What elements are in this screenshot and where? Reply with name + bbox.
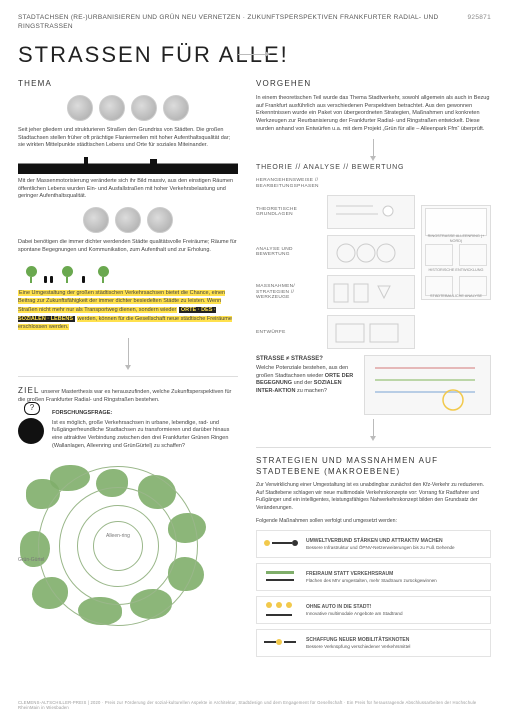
header-code: 925871 (468, 14, 492, 32)
ziel-label: ZIEL (18, 386, 40, 395)
circle-image-icon (131, 95, 157, 121)
strat-follow: Folgende Maßnahmen sollen verfolgt und u… (256, 518, 491, 525)
strategy-icon (262, 567, 300, 587)
arrow-down-icon (128, 338, 129, 366)
thema-label: THEMA (18, 79, 238, 90)
right-column: VORGEHEN In einem theoretischen Teil wur… (256, 79, 491, 662)
ziel-text: unserer Masterthesis war es herauszufind… (18, 389, 231, 403)
forschung-text: Ist es möglich, große Verkehrsachsen in … (52, 420, 238, 451)
strategy-text: UMWELTVERBUND STÄRKEN UND ATTRAKTIV MACH… (306, 538, 455, 551)
strasse-block: STRASSE ≠ STRASSE? Welche Potenziale bes… (256, 355, 356, 395)
strategy-row: SCHAFFUNG NEUER MOBILITÄTSKNOTENBessere … (256, 629, 491, 657)
strasse-q: STRASSE ≠ STRASSE? (256, 355, 356, 363)
tg-label-c: ANALYSE UND BEWERTUNG (256, 247, 321, 259)
thema-p2: Mit der Massenmotorisierung veränderte s… (18, 178, 238, 201)
silhouette-street-icon (18, 156, 238, 174)
circle-image-icon (99, 95, 125, 121)
map-label: Grün-Gürtel (18, 557, 44, 564)
map-label: Alleen-ring (106, 533, 130, 540)
footer-text: CLEMENS-ALTSCHILLER-PREIS | 2020 · Preis… (18, 700, 491, 711)
tg-label-b: THEORETISCHE GRUNDLAGEN (256, 207, 321, 219)
thema-image-circles-2 (18, 207, 238, 233)
strat-intro: Zur Verwirklichung einer Umgestaltung is… (256, 482, 491, 512)
circle-image-icon (67, 95, 93, 121)
thema-p1: Seit jeher gliedern und strukturieren St… (18, 127, 238, 150)
strategy-icon (262, 534, 300, 554)
header-title: STADTACHSEN (RE-)URBANISIEREN UND GRÜN N… (18, 14, 468, 32)
ziel-line: ZIEL unserer Masterthesis war es herausz… (18, 385, 238, 404)
highlight-para: Eine Umgestaltung der großen städtischen… (18, 289, 238, 332)
circle-image-icon (163, 95, 189, 121)
strategy-row: UMWELTVERBUND STÄRKEN UND ATTRAKTIV MACH… (256, 530, 491, 558)
tg-label-e: ENTWÜRFE (256, 330, 321, 336)
tg-box (327, 315, 415, 349)
page-header: STADTACHSEN (RE-)URBANISIEREN UND GRÜN N… (18, 14, 491, 32)
frankfurt-ring-map: Grün-Gürtel Alleen-ring (18, 461, 218, 631)
strasse-body: Welche Potenziale bestehen, aus den groß… (256, 365, 356, 395)
forschung-label: FORSCHUNGSFRAGE: (52, 410, 238, 417)
vorgehen-label: VORGEHEN (256, 79, 491, 90)
map3-label: STÄDTEBAULICHE ANALYSE (425, 294, 487, 299)
divider (18, 376, 238, 377)
left-column: THEMA Seit jeher gliedern und strukturie… (18, 79, 238, 662)
thinking-head-icon (18, 418, 44, 444)
vorgehen-text: In einem theoretischen Teil wurde das Th… (256, 95, 491, 133)
tree-people-icon (18, 261, 238, 283)
map2-label: HISTORISCHE ENTWICKLUNG (425, 268, 487, 273)
strategy-text: OHNE AUTO IN DIE STADT!Innovative multim… (306, 604, 403, 617)
analysis-diagram (364, 355, 491, 415)
forschung-row: FORSCHUNGSFRAGE: Ist es möglich, große V… (18, 410, 238, 450)
arrow-down-icon (373, 419, 374, 437)
strategy-row: FREIRAUM STATT VERKEHRSRAUMFlächen des M… (256, 563, 491, 591)
strategy-row: OHNE AUTO IN DIE STADT!Innovative multim… (256, 596, 491, 624)
map1-label: RINGSTRASSE ALLEENRING (+ NORD) (425, 234, 487, 244)
tg-box (327, 275, 415, 309)
tg-box (327, 235, 415, 269)
strategy-text: FREIRAUM STATT VERKEHRSRAUMFlächen des M… (306, 571, 437, 584)
theorie-grid: HERANGEHENSWEISE // BEARBEITUNGSPHASEN T… (256, 178, 491, 350)
strategy-icon (262, 633, 300, 653)
strategy-text: SCHAFFUNG NEUER MOBILITÄTSKNOTENBessere … (306, 637, 410, 650)
tg-label-a: HERANGEHENSWEISE // BEARBEITUNGSPHASEN (256, 178, 321, 190)
thema-image-circles (18, 95, 238, 121)
tg-maps: RINGSTRASSE ALLEENRING (+ NORD) HISTORIS… (421, 205, 491, 300)
thema-p3: Dabei benötigen die immer dichter werden… (18, 239, 238, 254)
divider (256, 447, 491, 448)
arrow-right-icon (238, 54, 266, 55)
map-ring (38, 466, 198, 626)
strategy-icon (262, 600, 300, 620)
circle-image-icon (147, 207, 173, 233)
theorie-label: THEORIE // ANALYSE // BEWERTUNG (256, 163, 491, 172)
strat-label: STRATEGIEN UND MASSNAHMEN AUF STADTEBENE… (256, 456, 491, 477)
circle-image-icon (83, 207, 109, 233)
tg-box (327, 195, 415, 229)
circle-image-icon (115, 207, 141, 233)
tg-label-d: MASSNAHMEN/ STRATEGIEN // WERKZEUGE (256, 284, 321, 301)
arrow-down-icon (373, 139, 374, 157)
